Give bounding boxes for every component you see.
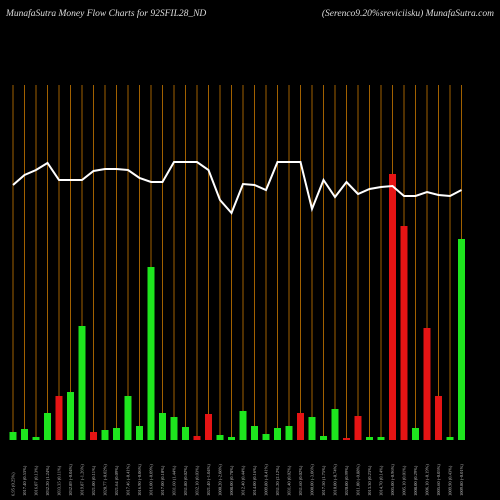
bar xyxy=(55,396,63,440)
x-tick-label: 1000.20 (-2.08%) xyxy=(218,464,223,496)
bar xyxy=(435,396,442,440)
bar xyxy=(458,239,465,440)
bar xyxy=(78,326,86,440)
bar xyxy=(297,413,304,440)
bar xyxy=(136,426,143,440)
x-tick-label: 1031.20 (2.12%) xyxy=(275,465,280,496)
bar xyxy=(274,428,281,440)
x-tick-label: 1031.40 (0.02%) xyxy=(287,465,292,496)
x-tick-label: 1020.00 (0.99%) xyxy=(344,465,349,496)
x-tick-label: 1014.70 (0.14%) xyxy=(379,465,384,496)
x-tick-label: 1009.80 (-0.01%) xyxy=(459,464,464,496)
bar xyxy=(285,426,293,440)
x-tick-label: 1016.90 (-0.06%) xyxy=(137,464,142,496)
bar xyxy=(239,411,247,440)
bar xyxy=(251,426,258,440)
chart-subtitle: (Serenco9.20%sreviciisku) MunafaSutra.co… xyxy=(322,8,494,19)
x-tick-label: 1021.00 (0.11%) xyxy=(91,465,96,496)
bar xyxy=(113,428,120,440)
bar xyxy=(331,409,339,440)
bar xyxy=(354,416,362,440)
bar xyxy=(343,438,350,440)
bar xyxy=(366,437,373,440)
bar xyxy=(21,429,28,440)
x-tick-label: 1021.64 (0.09%) xyxy=(114,465,119,496)
x-tick-label: 1017.40 (0.53%) xyxy=(22,465,27,496)
x-tick-label: 1021.40 (-1.04%) xyxy=(206,464,211,496)
bar xyxy=(412,428,419,440)
bar xyxy=(90,432,97,440)
bar xyxy=(101,430,109,440)
bar xyxy=(308,417,316,440)
x-tick-label: 1017.00 (0.10%) xyxy=(160,465,165,496)
bar xyxy=(228,437,235,440)
bar xyxy=(216,435,224,440)
x-tick-label: 1020.77 (-0.02%) xyxy=(103,464,108,496)
x-tick-label: 1017.46 (-0.41%) xyxy=(126,464,131,496)
x-tick-label: 1005.60 (-0.05%) xyxy=(436,464,441,496)
x-tick-label: 1033.35 (0.11%) xyxy=(57,465,62,496)
bar xyxy=(389,174,396,440)
x-tick-label: 1032.10 (0.03%) xyxy=(195,465,200,496)
bar xyxy=(320,436,327,440)
bar xyxy=(67,392,74,440)
bar xyxy=(377,437,385,440)
x-tick-label: 1031.60 (0.02%) xyxy=(298,465,303,496)
x-tick-label: 1009.90 (0.43%) xyxy=(448,465,453,496)
bar xyxy=(446,437,454,440)
x-tick-label: 1000.00 (-3.06%) xyxy=(310,464,315,496)
x-tick-label: 1016.00 (-0.09%) xyxy=(149,464,154,496)
x-tick-label: 1008.00 (0.78%) xyxy=(229,465,234,496)
x-tick-label: 1031.60 (1.44%) xyxy=(172,465,177,496)
x-tick-label: 1019.87 (-1.26%) xyxy=(80,464,85,496)
x-tick-label: 1032.20 (1.24%) xyxy=(45,465,50,496)
bar xyxy=(32,437,40,440)
x-tick-label: 1005.00 (-0.96%) xyxy=(390,464,395,496)
bar xyxy=(147,267,155,440)
x-tick-label: 1010.00 (-0.74%) xyxy=(333,464,338,496)
x-tick-label: 1005.10 (0.01%) xyxy=(402,465,407,496)
bar xyxy=(9,432,17,440)
x-tick-label: 1011.00 (-0.88%) xyxy=(356,464,361,496)
bar xyxy=(193,436,201,440)
bar xyxy=(124,396,132,440)
bar xyxy=(400,226,408,440)
x-tick-label: 1008.00 (0.29%) xyxy=(413,465,418,496)
price-line xyxy=(12,161,462,215)
bar xyxy=(159,413,166,440)
bar xyxy=(44,413,51,440)
x-tick-label: 1031.80 (0.02%) xyxy=(183,465,188,496)
bar xyxy=(182,427,189,440)
x-tick-label: 1009.80 (-0.41%) xyxy=(264,464,269,496)
bar xyxy=(170,417,178,440)
bar xyxy=(205,414,212,440)
chart-title: MunafaSutra Money Flow Charts for 92SFIL… xyxy=(5,8,206,19)
bar xyxy=(423,328,431,440)
x-tick-label: 1016.07 (0.13%) xyxy=(34,465,39,496)
bar xyxy=(262,434,270,440)
x-tick-label: 1012.40 (0.44%) xyxy=(241,465,246,496)
x-tick-label: 1014.00 (0.16%) xyxy=(252,465,257,496)
x-tick-label: 1013.30 (0.23%) xyxy=(367,465,372,496)
x-tick-label: 6.95 (0.25%) xyxy=(11,472,16,496)
x-tick-label: 1017.50 (1.75%) xyxy=(321,465,326,496)
x-tick-label: 1032.89 (-0.04%) xyxy=(68,464,73,496)
x-tick-label: 1006.10 (-0.19%) xyxy=(425,464,430,496)
